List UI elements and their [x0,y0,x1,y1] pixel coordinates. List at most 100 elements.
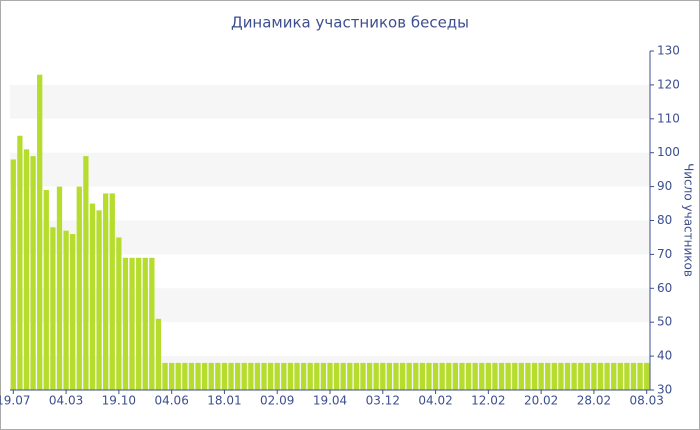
x-tick-label: 19.07 [0,394,30,408]
x-tick-label: 04.02 [418,394,452,408]
bar [472,362,478,390]
bar [551,362,557,390]
bar [234,362,241,390]
bar [584,362,590,390]
bar [591,362,597,390]
bar [307,362,313,390]
y-tick-label: 120 [657,77,680,91]
bar [545,362,551,390]
chart-title: Динамика участников беседы [231,14,469,32]
x-tick-label: 03.12 [366,394,400,408]
bar [399,362,406,390]
y-tick-label: 90 [657,179,672,193]
bar [604,362,610,390]
bar [208,362,214,390]
y-tick-label: 30 [657,383,672,397]
bar [644,362,650,390]
bar [393,362,399,390]
bar [380,362,386,390]
bar [314,362,320,390]
grid-band [10,84,650,119]
bar [83,156,89,390]
bar [300,362,307,390]
bar [294,362,300,390]
bar [109,193,115,390]
bar [492,362,498,390]
bar [215,362,221,390]
bar [571,362,577,390]
bar [360,362,366,390]
bar [512,362,518,390]
bar [169,362,175,390]
bar [162,362,168,390]
bar [116,237,122,390]
bar [617,362,623,390]
y-tick-label: 80 [657,213,672,227]
x-tick-label: 12.02 [471,394,505,408]
bar [122,257,129,390]
bar [37,74,43,390]
bar [287,362,294,390]
bar [175,362,181,390]
bar [241,362,247,390]
bar [485,362,491,390]
x-tick-label: 04.03 [49,394,83,408]
bar [17,135,23,390]
bar [129,257,135,390]
bar [578,362,584,390]
x-tick-label: 20.02 [524,394,558,408]
bar [525,362,531,390]
bar [432,362,439,390]
bar [10,159,16,390]
bar [347,362,353,390]
x-tick-label: 19.10 [102,394,136,408]
bar [637,362,643,390]
bar [30,156,36,390]
bar [426,362,432,390]
bar [50,227,56,390]
bar [459,362,465,390]
bar [498,362,505,390]
bar [267,362,274,390]
bar [23,149,30,390]
bar [531,362,538,390]
bar [89,203,96,390]
bar [419,362,426,390]
bar [182,362,188,390]
bar [558,362,564,390]
bar [611,362,617,390]
x-tick-label: 08.03 [630,394,664,408]
y-tick-label: 50 [657,315,672,329]
y-tick-label: 70 [657,247,672,261]
bar [518,362,524,390]
x-tick-label: 04.06 [154,394,188,408]
bar [413,362,419,390]
bar [76,186,82,390]
bar [149,257,155,390]
bar [70,234,76,390]
bar [261,362,267,390]
y-tick-label: 130 [657,44,680,58]
bar [221,362,228,390]
bar [188,362,195,390]
bar [597,362,604,390]
y-tick-label: 100 [657,145,680,159]
bar [333,362,340,390]
bar [281,362,287,390]
x-tick-label: 18.01 [207,394,241,408]
bar [228,362,234,390]
y-tick-label: 40 [657,349,672,363]
bar [353,362,360,390]
bar [63,230,69,390]
bar [43,189,49,390]
bar [479,362,485,390]
bar [195,362,201,390]
bar [452,362,458,390]
bar [624,362,630,390]
bar [327,362,333,390]
bar [446,362,452,390]
grid-band [10,152,650,187]
bar [142,257,148,390]
bar [538,362,544,390]
x-tick-label: 19.04 [313,394,347,408]
